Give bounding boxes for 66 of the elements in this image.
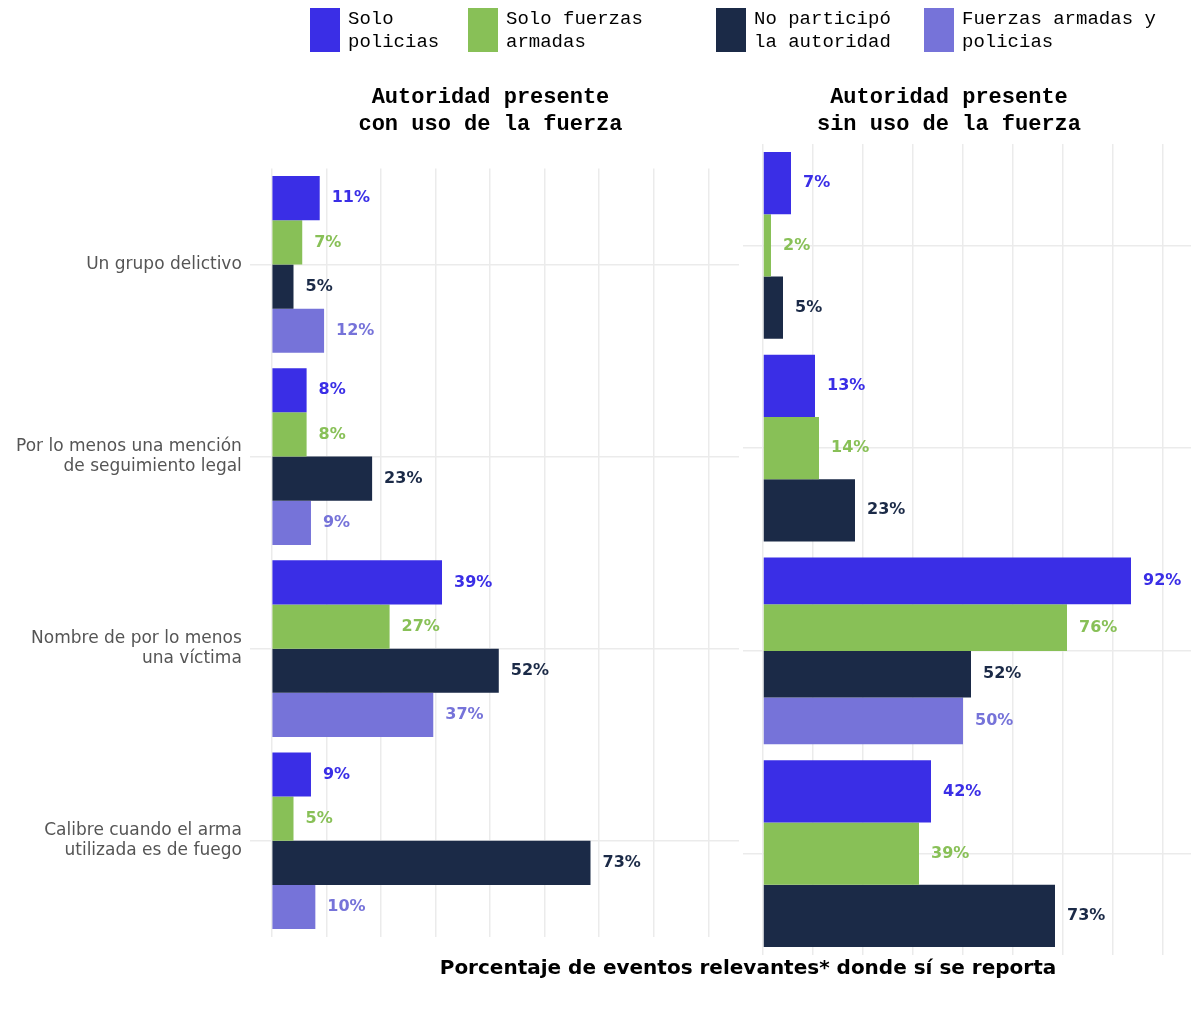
data-label: 92% — [1143, 570, 1182, 590]
data-label: 13% — [827, 375, 866, 395]
data-label: 76% — [1079, 616, 1118, 636]
bar — [272, 604, 390, 649]
data-label: 14% — [831, 437, 870, 457]
bar — [272, 752, 311, 797]
data-label: 9% — [322, 511, 351, 531]
data-label: 73% — [602, 852, 641, 871]
bar — [272, 796, 294, 841]
data-label: 7% — [314, 231, 342, 251]
data-label: 39% — [454, 571, 493, 591]
data-label: 7% — [803, 172, 831, 192]
data-label: 52% — [983, 663, 1022, 683]
bar — [763, 354, 815, 418]
data-label: 12% — [336, 319, 375, 339]
data-label: 10% — [327, 896, 366, 916]
y-tick-label: Calibre cuando el arma utilizada es de fuego — [44, 818, 242, 860]
bar — [272, 840, 591, 885]
y-tick-label: Un grupo delictivo — [86, 252, 242, 273]
data-label: 11% — [331, 187, 371, 207]
bar — [272, 884, 316, 930]
bar — [272, 648, 499, 693]
bar — [272, 560, 443, 605]
bar — [763, 760, 931, 823]
y-tick-label: Por lo menos una mención de seguimiento legal — [15, 434, 242, 476]
data-label: 9% — [322, 763, 351, 783]
legend-label: Solo policias — [348, 8, 441, 54]
data-label: 52% — [510, 659, 550, 679]
data-label: 37% — [445, 704, 484, 724]
data-label: 23% — [384, 467, 423, 487]
legend-label: Solo fuerzas armadas — [506, 8, 644, 54]
bar — [763, 214, 771, 277]
bar — [272, 456, 373, 501]
data-label: 27% — [401, 615, 440, 635]
data-label: 50% — [975, 709, 1014, 729]
bar — [272, 308, 325, 353]
bar — [272, 692, 434, 738]
bar — [272, 220, 303, 265]
bar — [272, 176, 320, 221]
data-label: 8% — [318, 423, 346, 443]
bar — [272, 500, 311, 545]
bar — [763, 417, 819, 480]
legend-label: Fuerzas armadas y policias — [962, 8, 1157, 54]
data-label: 23% — [867, 499, 906, 519]
y-tick-label: Nombre de por lo menos una víctima — [31, 626, 242, 668]
data-label: 5% — [795, 296, 823, 316]
chart-title: Autoridad presente sin uso de la fuerza — [815, 84, 1082, 138]
data-label: 5% — [305, 275, 333, 295]
x-axis-title: Porcentaje de eventos relevantes* donde sí se reporta — [438, 955, 1058, 979]
bar — [272, 412, 307, 457]
bar — [272, 368, 307, 413]
bar — [763, 697, 963, 745]
bar — [272, 264, 294, 309]
bar — [763, 152, 791, 215]
chart-title: Autoridad presente con uso de la fuerza — [357, 84, 624, 138]
bar — [763, 884, 1055, 947]
data-label: 42% — [943, 780, 982, 800]
data-label: 5% — [305, 807, 333, 827]
data-label: 39% — [931, 842, 970, 862]
bar — [763, 822, 919, 885]
data-label: 2% — [783, 234, 811, 254]
bar — [763, 276, 783, 339]
legend-label: No participó la autoridad — [754, 8, 892, 54]
data-label: 8% — [318, 379, 346, 399]
bar — [763, 479, 855, 542]
data-label: 73% — [1067, 904, 1106, 924]
